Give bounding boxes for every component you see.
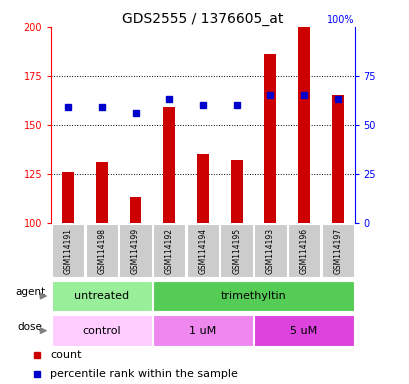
Text: trimethyltin: trimethyltin [220, 291, 286, 301]
Text: 1 uM: 1 uM [189, 326, 216, 336]
Text: GSM114193: GSM114193 [265, 227, 274, 274]
Text: GSM114197: GSM114197 [333, 227, 342, 274]
Bar [230, 160, 242, 223]
Bar [85, 224, 118, 277]
Text: dose: dose [18, 321, 43, 331]
Bar [187, 224, 218, 277]
Bar [297, 27, 309, 223]
Text: GSM114192: GSM114192 [164, 228, 173, 273]
Bar [119, 224, 151, 277]
Bar [52, 315, 151, 346]
Bar [220, 224, 252, 277]
Bar [254, 315, 353, 346]
Bar [153, 315, 252, 346]
Text: percentile rank within the sample: percentile rank within the sample [50, 369, 238, 379]
Text: untreated: untreated [74, 291, 129, 301]
Bar [52, 281, 151, 311]
Bar [153, 281, 353, 311]
Bar [96, 162, 108, 223]
Text: 5 uM: 5 uM [290, 326, 317, 336]
Text: GSM114199: GSM114199 [131, 227, 140, 274]
Bar [197, 154, 208, 223]
Bar [163, 107, 175, 223]
Bar [52, 224, 84, 277]
Text: agent: agent [15, 287, 45, 297]
Title: GDS2555 / 1376605_at: GDS2555 / 1376605_at [122, 12, 283, 26]
Bar [264, 54, 276, 223]
Bar [321, 224, 353, 277]
Bar [331, 95, 343, 223]
Text: GSM114198: GSM114198 [97, 228, 106, 273]
Text: 100%: 100% [326, 15, 354, 25]
Bar [153, 224, 185, 277]
Text: count: count [50, 350, 81, 360]
Text: GSM114194: GSM114194 [198, 227, 207, 274]
Bar [287, 224, 319, 277]
Bar [62, 172, 74, 223]
Text: control: control [82, 326, 121, 336]
Bar [254, 224, 286, 277]
Text: GSM114195: GSM114195 [231, 227, 240, 274]
Bar [129, 197, 141, 223]
Text: GSM114196: GSM114196 [299, 227, 308, 274]
Text: GSM114191: GSM114191 [63, 228, 72, 273]
